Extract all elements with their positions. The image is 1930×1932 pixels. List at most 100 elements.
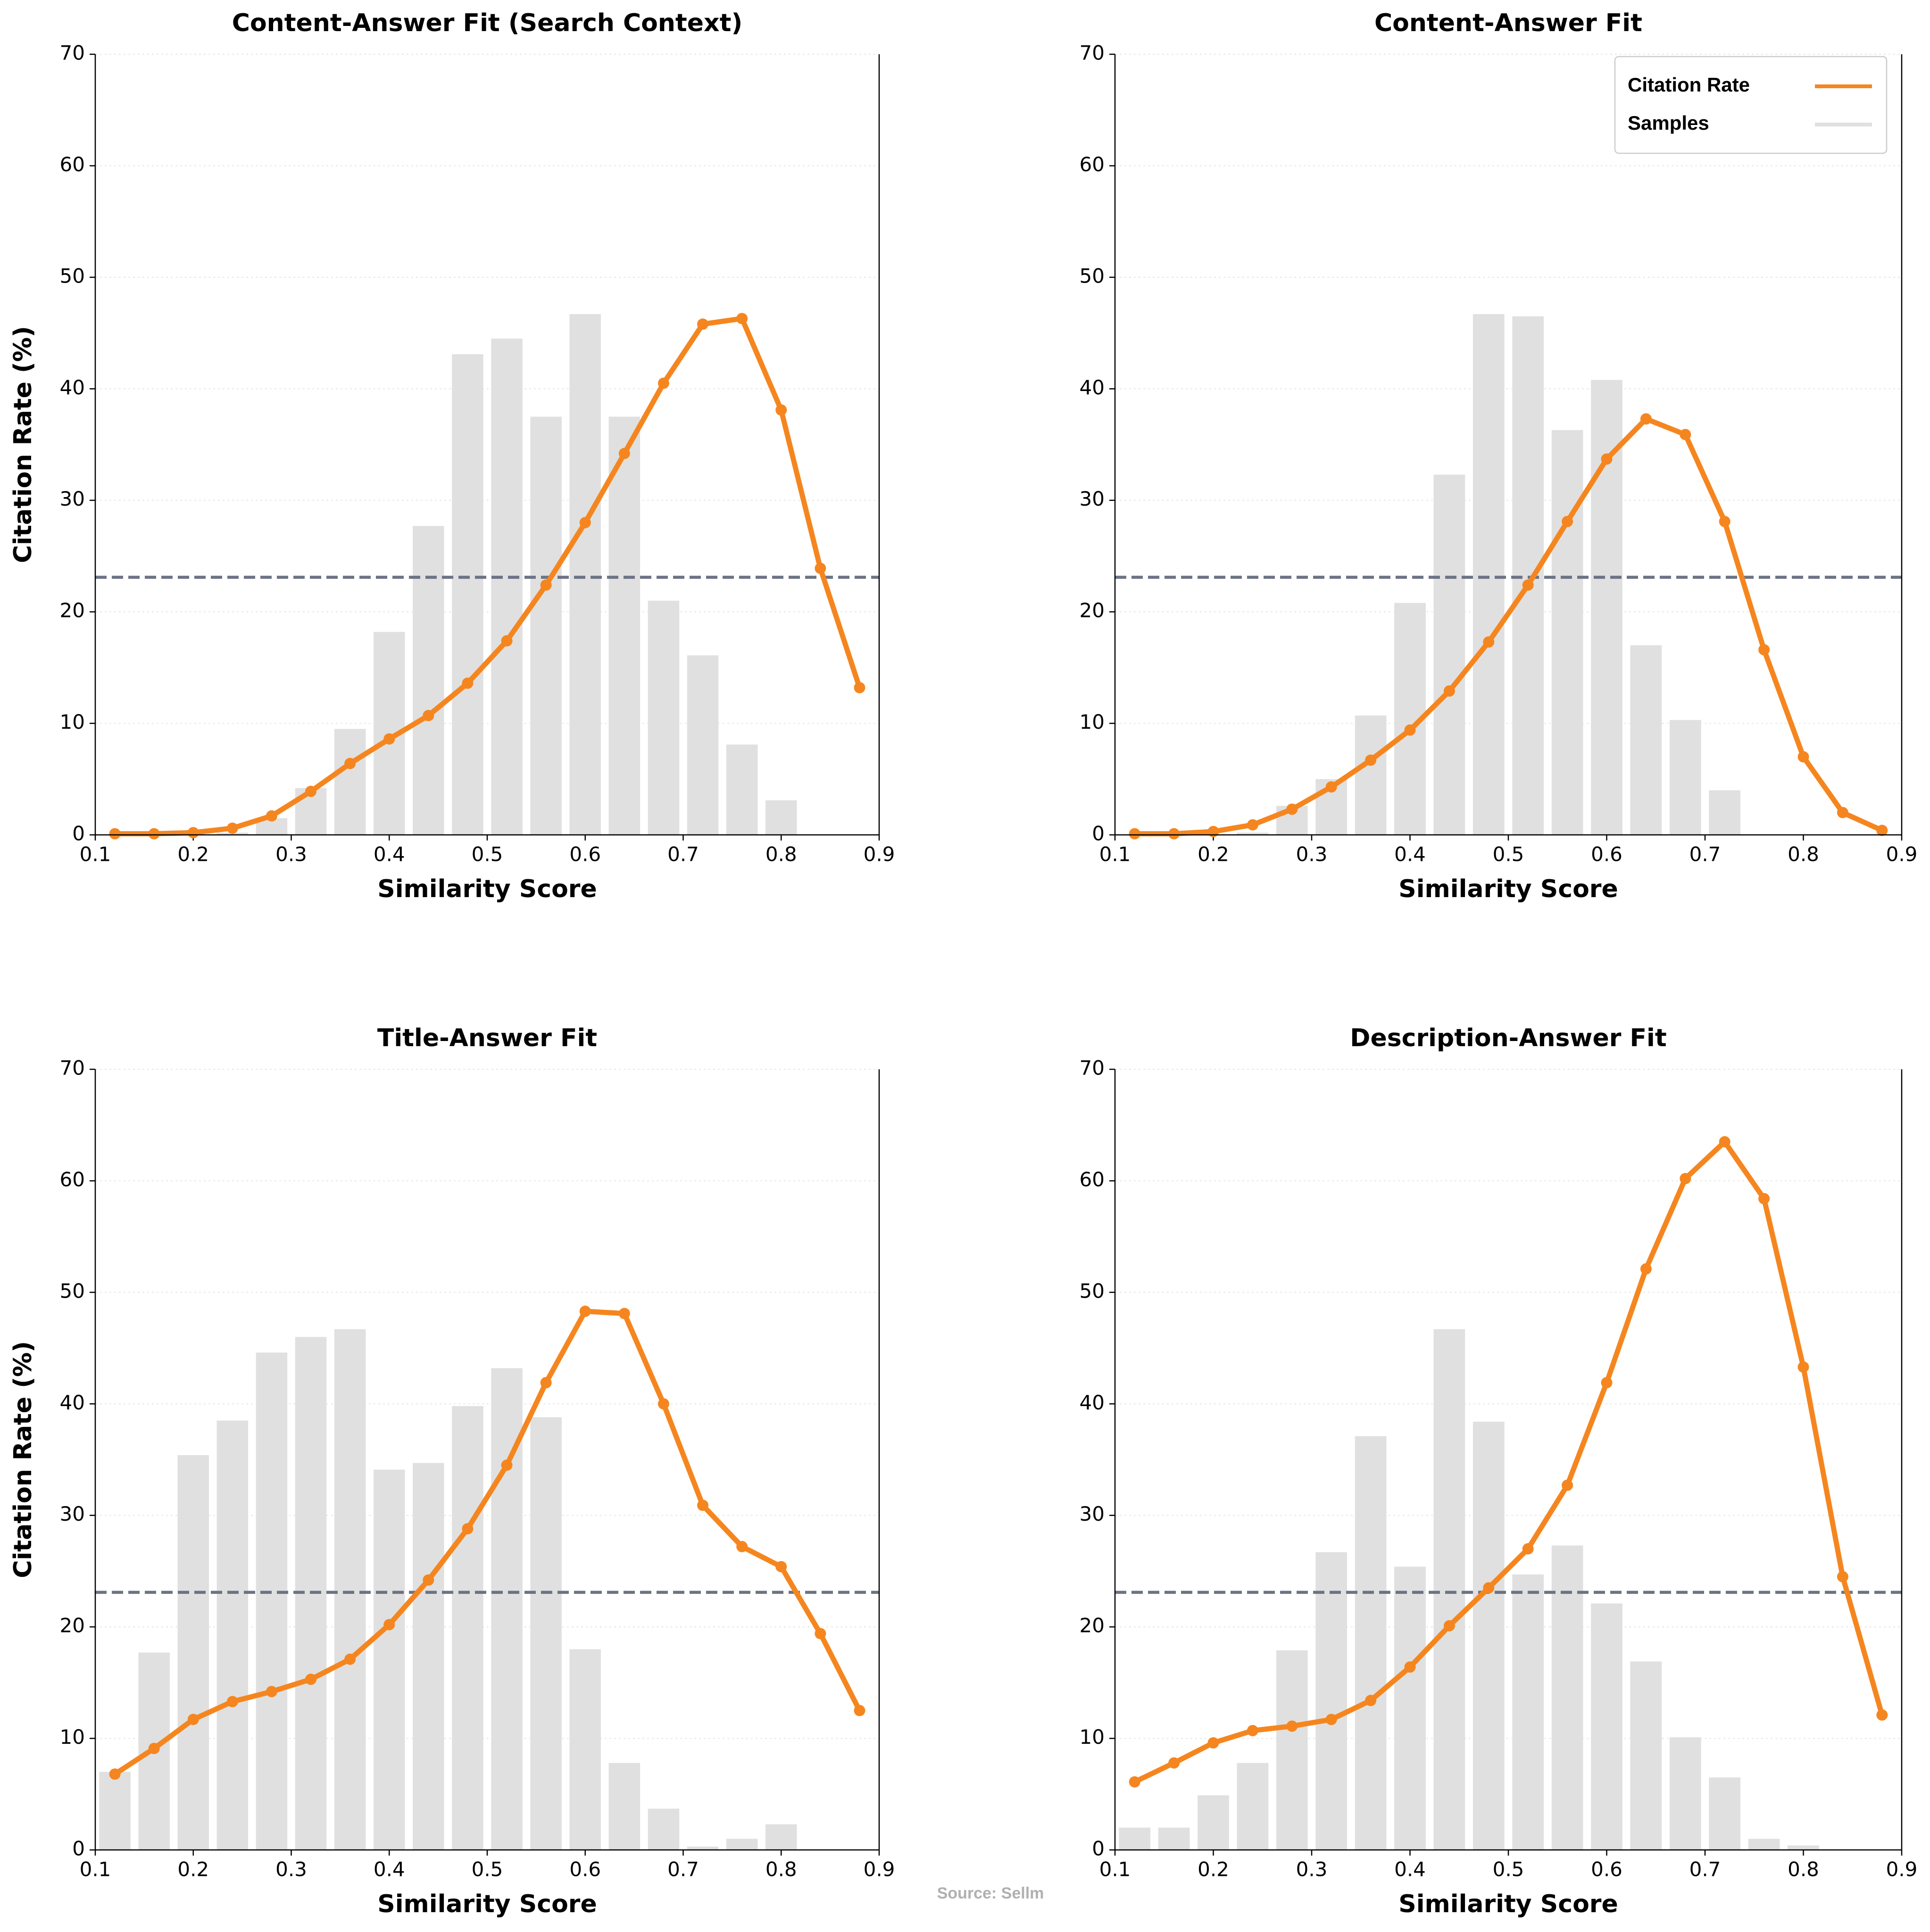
marker bbox=[1404, 1661, 1416, 1673]
bar bbox=[1709, 1777, 1741, 1850]
marker bbox=[1522, 579, 1534, 591]
marker bbox=[1365, 754, 1377, 766]
marker bbox=[540, 1377, 552, 1389]
bar bbox=[1198, 1795, 1229, 1850]
marker bbox=[1876, 1709, 1888, 1721]
marker bbox=[423, 710, 434, 722]
bar bbox=[216, 1420, 249, 1850]
subplot: 0 10 20 30 40 50 60 70 0.1 0.2 0.3 0.4 0.5 0.6 0.7 0.8 0… bbox=[9, 1024, 895, 1918]
marker bbox=[1797, 751, 1809, 763]
legend-box bbox=[1614, 56, 1888, 154]
marker bbox=[1207, 825, 1219, 837]
marker bbox=[697, 318, 709, 330]
y-axis-label: Citation Rate (%) bbox=[9, 1341, 37, 1578]
marker bbox=[501, 635, 513, 647]
marker bbox=[540, 579, 552, 591]
bar bbox=[530, 1417, 562, 1850]
y-tick-label: 50 bbox=[1080, 264, 1105, 287]
bar bbox=[1669, 720, 1701, 835]
x-tick-label: 0.4 bbox=[1394, 843, 1426, 866]
bar bbox=[530, 416, 562, 835]
marker bbox=[775, 404, 787, 416]
bar bbox=[1237, 1763, 1269, 1850]
bar bbox=[1591, 1603, 1622, 1850]
bar bbox=[1433, 475, 1465, 835]
subplot: 0 10 20 30 40 50 60 70 0.1 0.2 0.3 0.4 0.5 0.6 0.7 0.8 0… bbox=[9, 9, 895, 903]
marker bbox=[187, 827, 199, 839]
y-tick-label: 40 bbox=[60, 376, 85, 399]
marker bbox=[305, 1674, 317, 1685]
marker bbox=[1680, 1173, 1691, 1184]
x-tick-label: 0.3 bbox=[1296, 843, 1328, 866]
marker bbox=[1876, 824, 1888, 836]
marker bbox=[109, 1768, 121, 1780]
bar bbox=[1433, 1329, 1465, 1850]
x-tick-label: 0.4 bbox=[374, 1858, 405, 1881]
y-tick-label: 30 bbox=[1080, 487, 1105, 510]
y-tick-label: 20 bbox=[60, 1614, 85, 1637]
x-tick-label: 0.2 bbox=[1198, 1858, 1229, 1881]
bar bbox=[687, 1846, 719, 1850]
marker bbox=[1758, 1193, 1770, 1205]
line bbox=[1134, 416, 1883, 837]
bar bbox=[334, 1329, 366, 1850]
marker bbox=[423, 1574, 434, 1586]
marker bbox=[775, 1561, 787, 1573]
x-tick-label: 0.3 bbox=[275, 1858, 307, 1881]
marker bbox=[815, 562, 826, 574]
y-tick-label: 0 bbox=[1092, 822, 1105, 845]
bar bbox=[1355, 1436, 1387, 1850]
marker bbox=[579, 517, 591, 528]
y-tick-label: 40 bbox=[60, 1391, 85, 1414]
x-axis-label: Similarity Score bbox=[377, 1890, 597, 1918]
y-tick-label: 50 bbox=[1080, 1279, 1105, 1302]
marker bbox=[1168, 828, 1180, 840]
x-tick-label: 0.5 bbox=[1493, 1858, 1524, 1881]
marker bbox=[657, 1398, 669, 1410]
bar bbox=[491, 338, 523, 835]
x-tick-label: 0.7 bbox=[667, 843, 699, 866]
marker bbox=[305, 785, 317, 797]
marker bbox=[266, 1686, 277, 1698]
marker bbox=[1562, 516, 1573, 527]
bar bbox=[1788, 1845, 1819, 1850]
x-tick-label: 0.6 bbox=[569, 843, 601, 866]
bar bbox=[334, 729, 366, 835]
bar bbox=[1512, 316, 1544, 835]
marker bbox=[1522, 1543, 1534, 1555]
bar bbox=[608, 1763, 641, 1850]
marker bbox=[1168, 1757, 1180, 1769]
bar bbox=[1512, 1574, 1544, 1850]
marker bbox=[266, 810, 277, 822]
x-tick-label: 0.9 bbox=[1886, 843, 1918, 866]
marker bbox=[1129, 828, 1140, 840]
y-tick-label: 70 bbox=[1080, 1057, 1105, 1080]
y-tick-label: 60 bbox=[60, 153, 85, 176]
bar bbox=[374, 1469, 405, 1850]
marker bbox=[226, 822, 238, 834]
x-tick-label: 0.4 bbox=[1394, 1858, 1426, 1881]
x-tick-label: 0.9 bbox=[864, 843, 895, 866]
y-axis-label: Citation Rate (%) bbox=[9, 326, 37, 563]
marker bbox=[501, 1459, 513, 1471]
marker bbox=[736, 313, 748, 325]
y-axis-label: Citation Rate (%) bbox=[9, 1341, 37, 1578]
chart-title: Content-Answer Fit bbox=[1374, 9, 1642, 37]
y-tick-label: 0 bbox=[72, 1837, 85, 1860]
marker bbox=[618, 448, 630, 459]
bar bbox=[648, 600, 680, 835]
y-tick-label: 10 bbox=[60, 1725, 85, 1749]
marker bbox=[148, 828, 160, 840]
marker bbox=[1325, 1714, 1337, 1725]
x-tick-label: 0.3 bbox=[275, 843, 307, 866]
marker bbox=[1443, 685, 1455, 697]
marker bbox=[618, 1307, 630, 1319]
y-tick-label: 60 bbox=[1080, 1168, 1105, 1191]
bar bbox=[99, 1772, 131, 1850]
bar bbox=[1472, 314, 1505, 835]
bar bbox=[1630, 1661, 1662, 1850]
marker bbox=[1601, 1377, 1613, 1389]
bar bbox=[1119, 1827, 1151, 1850]
x-tick-label: 0.1 bbox=[80, 843, 111, 866]
x-tick-label: 0.5 bbox=[472, 843, 503, 866]
